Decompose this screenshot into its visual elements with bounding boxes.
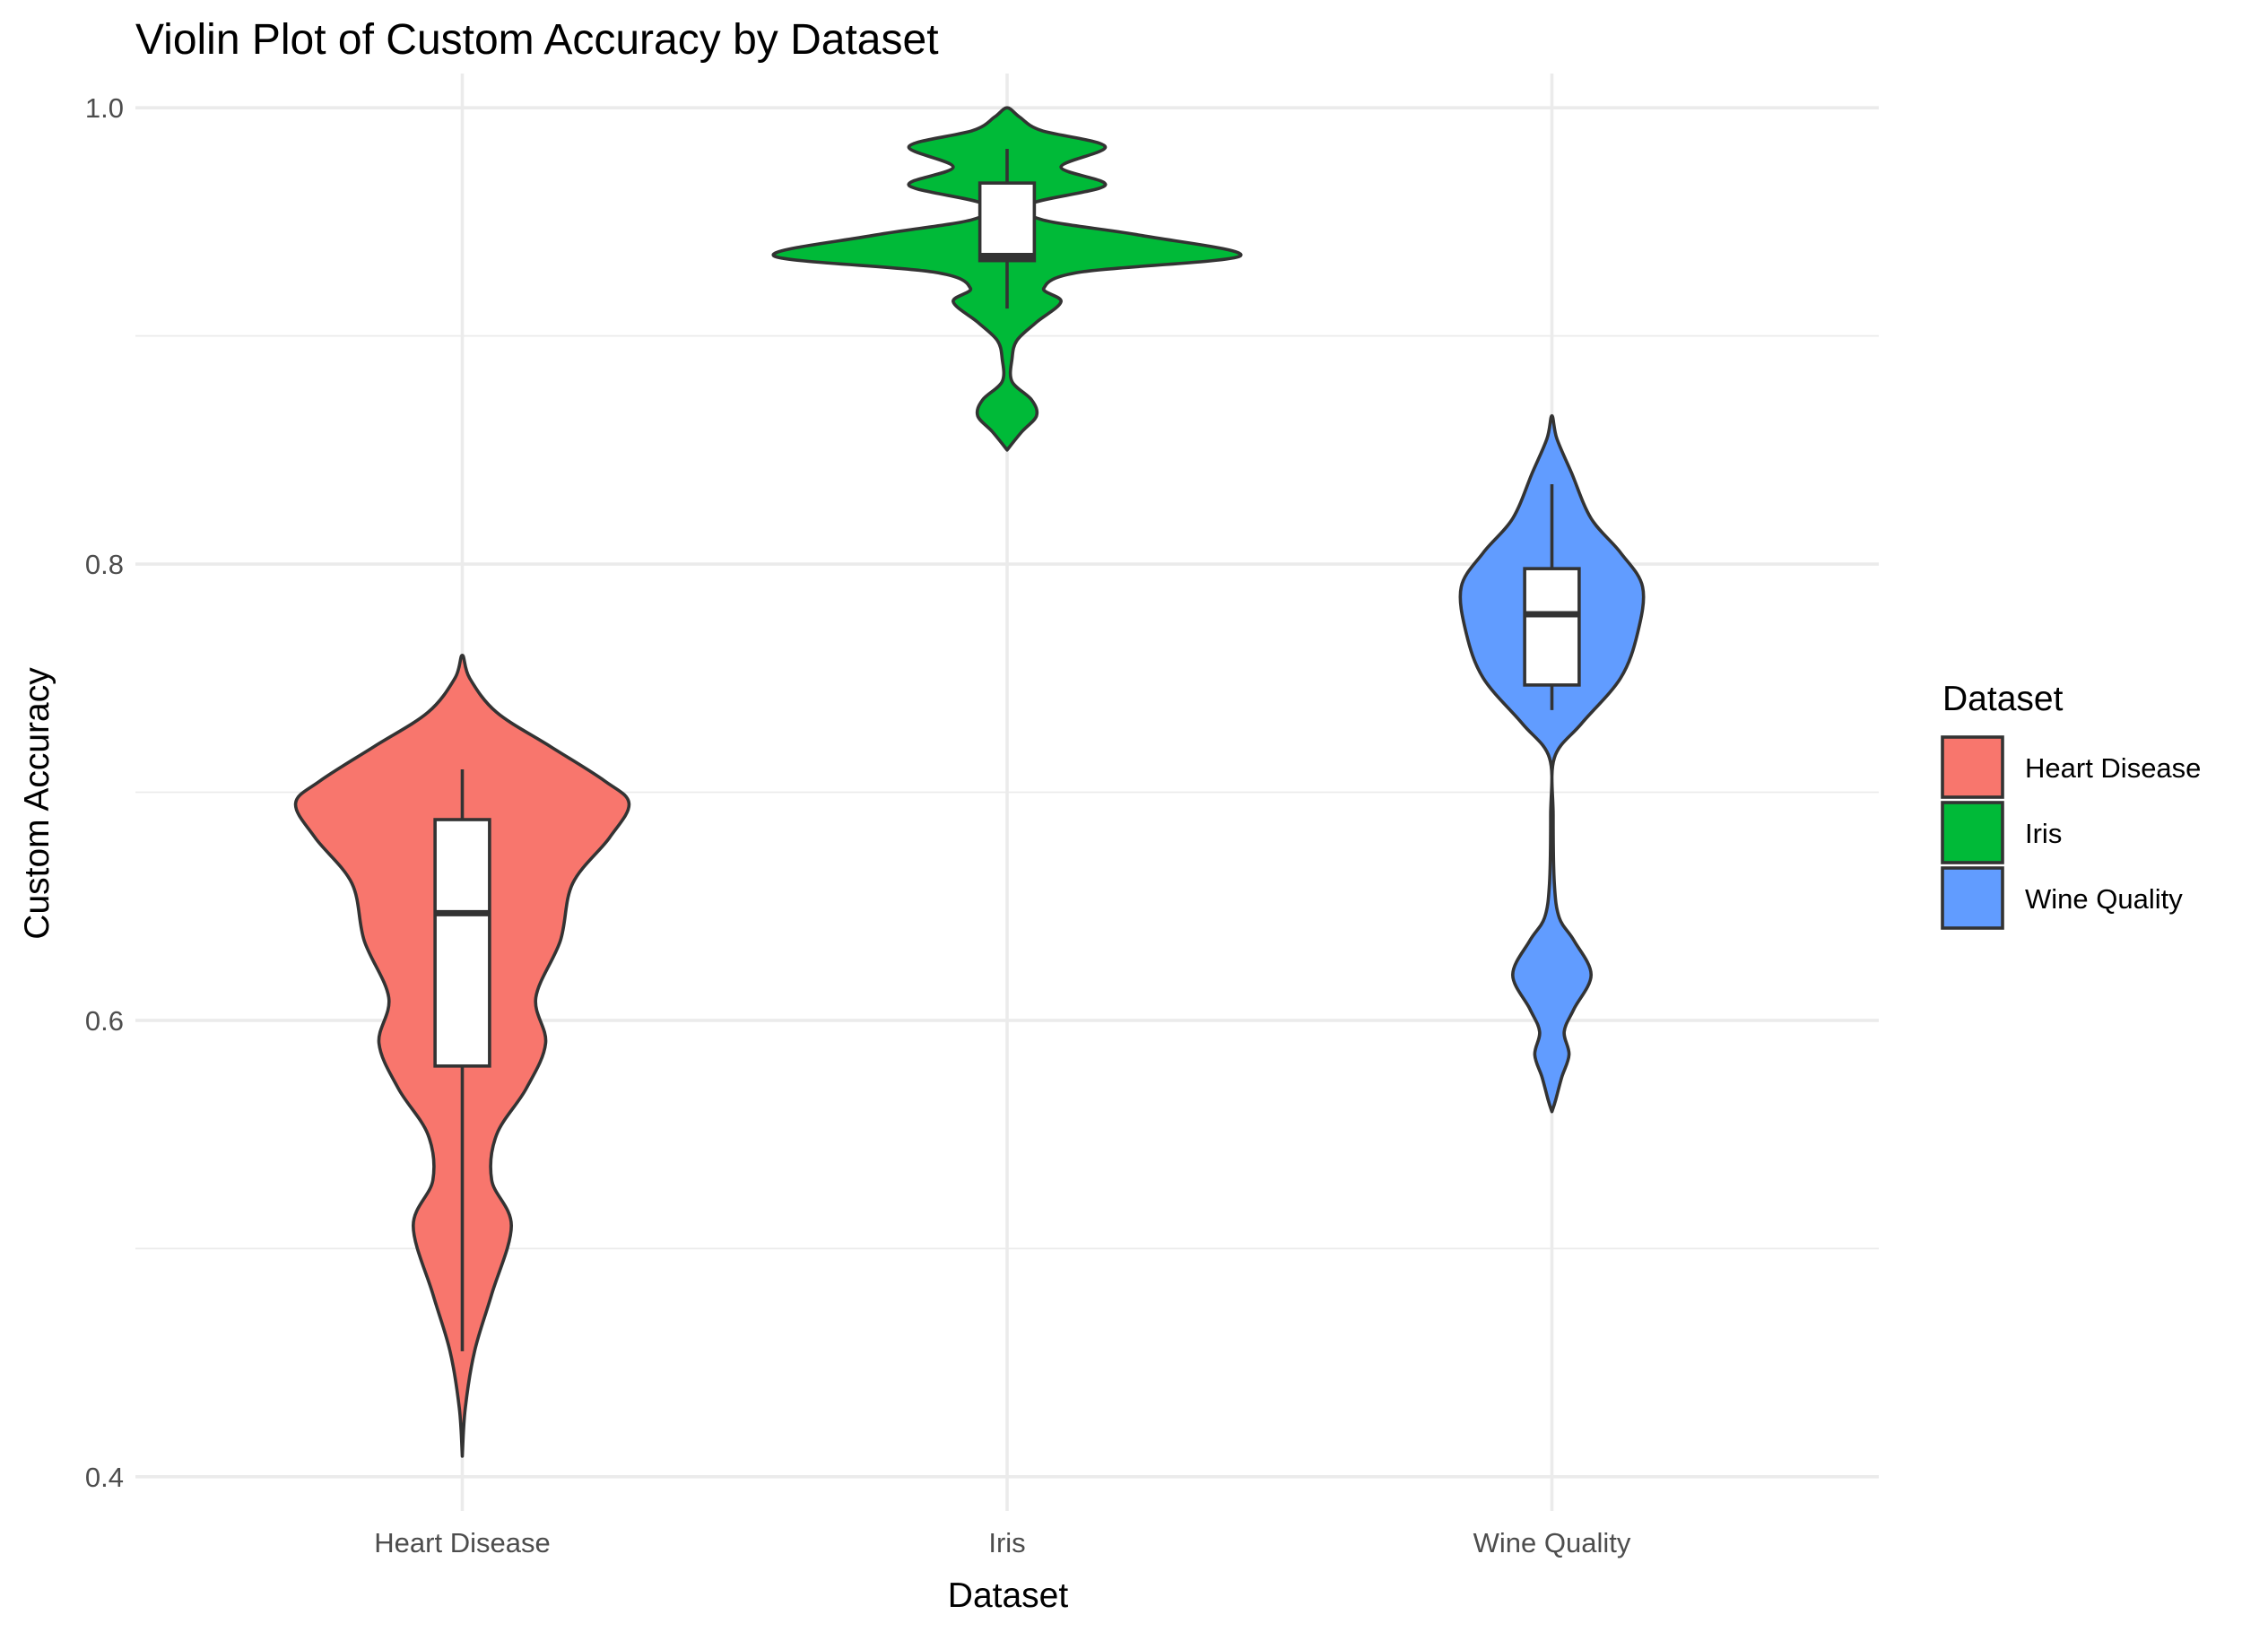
x-tick-label: Heart Disease [374, 1527, 550, 1558]
legend-label: Heart Disease [2025, 752, 2201, 784]
x-axis-ticks: Heart Disease Iris Wine Quality [374, 1527, 1631, 1558]
violin-wine-quality [1458, 413, 1646, 1114]
legend-key-heart-disease [1941, 735, 2004, 799]
x-tick-label: Wine Quality [1473, 1527, 1631, 1558]
boxplot-box [433, 818, 491, 1068]
legend-title: Dataset [1942, 680, 2064, 718]
chart-title: Violin Plot of Custom Accuracy by Datase… [135, 16, 939, 64]
y-tick-label: 0.8 [85, 549, 124, 580]
legend-key-wine-quality [1941, 866, 2004, 930]
y-tick-label: 0.4 [85, 1462, 124, 1493]
y-tick-label: 1.0 [85, 92, 124, 124]
boxplot-box [978, 181, 1037, 263]
legend-label: Wine Quality [2025, 883, 2183, 915]
x-tick-label: Iris [988, 1527, 1025, 1558]
y-axis-title: Custom Accuracy [18, 667, 56, 940]
violin-layer [293, 106, 1646, 1458]
legend: Dataset Heart Disease Iris Wine Quality [1941, 680, 2201, 930]
boxplot-box [1523, 567, 1581, 687]
legend-key-iris [1941, 801, 2004, 864]
legend-label: Iris [2025, 818, 2062, 849]
y-tick-label: 0.6 [85, 1005, 124, 1037]
x-axis-title: Dataset [948, 1576, 1069, 1615]
legend-entries: Heart Disease Iris Wine Quality [1941, 735, 2201, 930]
y-axis-ticks: 0.4 0.6 0.8 1.0 [85, 92, 124, 1493]
boxplot-layer [433, 148, 1581, 1351]
